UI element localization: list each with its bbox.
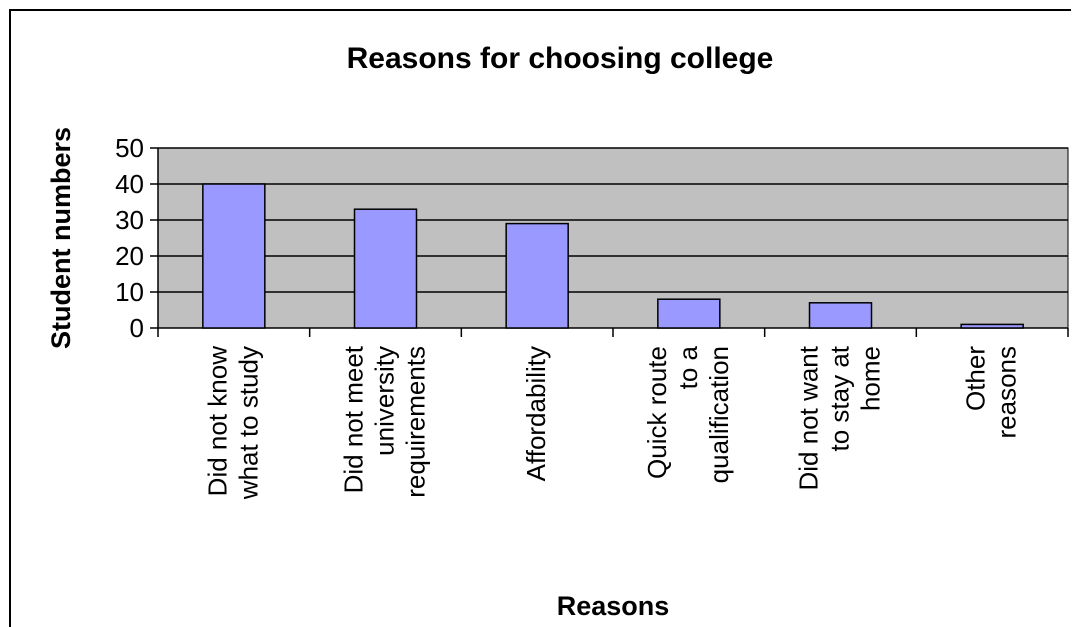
- x-category-label-line: to stay at: [825, 345, 855, 451]
- x-category-label: Did not knowwhat to study: [202, 346, 263, 500]
- x-axis-title: Reasons: [557, 591, 670, 621]
- x-category-label: Affordability: [521, 346, 551, 481]
- y-tick-label: 30: [115, 205, 144, 235]
- y-tick-label: 20: [115, 241, 144, 271]
- x-category-label-line: university: [370, 346, 400, 456]
- bar: [202, 183, 266, 329]
- bar: [505, 222, 569, 329]
- x-category-label-line: Did not meet: [339, 345, 369, 493]
- x-category-label-line: Did not want: [794, 345, 824, 490]
- chart-title: Reasons for choosing college: [347, 42, 774, 75]
- x-category-label: Quick routeto aqualification: [642, 345, 734, 483]
- bar: [808, 302, 873, 329]
- x-category-label: Did not wantto stay athome: [794, 345, 886, 490]
- x-category-label-line: reasons: [992, 346, 1022, 439]
- plot-background: [157, 147, 1069, 329]
- x-category-label-line: Quick route: [642, 346, 672, 479]
- x-category-label-line: qualification: [704, 346, 734, 483]
- y-tick-label: 10: [115, 277, 144, 307]
- x-category-label-line: requirements: [401, 346, 431, 498]
- x-category-label-line: Affordability: [521, 346, 551, 481]
- x-category-label: Did not meetuniversityrequirements: [339, 345, 431, 498]
- y-axis-title: Student numbers: [46, 127, 76, 349]
- bar: [960, 323, 1024, 329]
- bar: [657, 298, 721, 329]
- x-category-label-line: home: [856, 346, 886, 411]
- bar: [353, 208, 418, 329]
- x-category-label-line: what to study: [233, 346, 263, 500]
- y-tick-label: 50: [115, 133, 144, 163]
- y-tick-label: 0: [130, 313, 144, 343]
- y-tick-label: 40: [115, 169, 144, 199]
- x-category-label: Otherreasons: [961, 346, 1022, 439]
- x-category-label-line: to a: [673, 345, 703, 389]
- x-category-label-line: Other: [961, 346, 991, 411]
- x-category-label-line: Did not know: [202, 346, 232, 497]
